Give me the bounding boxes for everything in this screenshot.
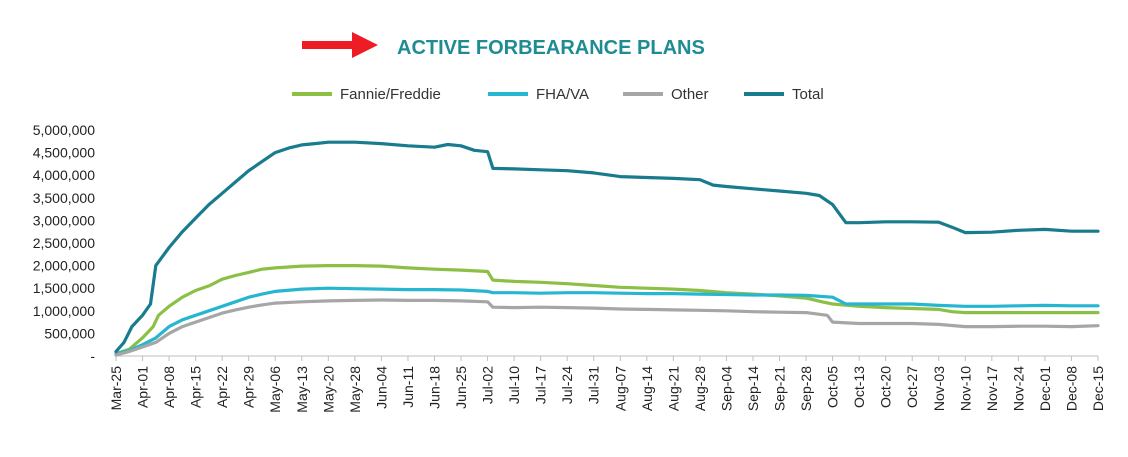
series-line-fha-va — [114, 286, 1100, 356]
x-tick-label: Dec-08 — [1063, 366, 1079, 411]
x-tick-label: Dec-15 — [1090, 366, 1106, 411]
x-tick-label: Jul-10 — [506, 366, 522, 404]
x-tick-label: Apr-01 — [135, 366, 151, 408]
x-tick-label: Sep-14 — [745, 366, 761, 411]
x-tick-label: Nov-03 — [931, 366, 947, 411]
y-tick-label: 5,000,000 — [33, 122, 95, 138]
x-tick-label: Oct-27 — [904, 366, 920, 408]
legend: Fannie/Freddie FHA/VA Other Total — [292, 86, 824, 103]
y-tick-label: 4,500,000 — [33, 145, 95, 161]
series-line-fannie-freddie — [114, 264, 1100, 356]
x-tick-label: May-20 — [320, 366, 336, 413]
chart-title: ACTIVE FORBEARANCE PLANS — [397, 37, 705, 59]
x-tick-label: Nov-24 — [1010, 366, 1026, 411]
x-tick-label: Jul-31 — [586, 366, 602, 404]
x-tick-label: Oct-05 — [825, 366, 841, 408]
x-tick-label: Sep-21 — [772, 366, 788, 411]
x-tick-label: Nov-17 — [984, 366, 1000, 411]
x-tick-label: Sep-04 — [718, 366, 734, 411]
x-tick-label: Jun-25 — [453, 366, 469, 409]
series-group — [114, 140, 1100, 357]
legend-label: FHA/VA — [536, 86, 589, 103]
legend-label: Other — [671, 86, 709, 103]
x-tick-label: Jun-11 — [400, 366, 416, 408]
y-tick-label: 2,500,000 — [33, 235, 95, 251]
x-tick-label: Apr-08 — [161, 366, 177, 408]
series-line-other — [114, 298, 1100, 357]
x-tick-label: Apr-22 — [214, 366, 230, 408]
x-tick-label: Jul-17 — [533, 366, 549, 404]
legend-label: Total — [792, 86, 824, 103]
y-axis: - 500,000 1,000,000 1,500,000 2,000,000 2,500… — [33, 122, 96, 364]
y-tick-label: 4,000,000 — [33, 167, 95, 183]
chart-title-group: ACTIVE FORBEARANCE PLANS — [302, 32, 705, 59]
y-tick-label: 3,000,000 — [33, 212, 95, 228]
y-tick-label: 500,000 — [44, 325, 95, 341]
x-tick-label: Jul-24 — [559, 366, 575, 404]
series-line-total — [114, 140, 1100, 354]
x-tick-label: Nov-10 — [957, 366, 973, 411]
y-tick-label: 1,000,000 — [33, 303, 95, 319]
legend-label: Fannie/Freddie — [340, 86, 441, 103]
x-tick-label: Aug-07 — [612, 366, 628, 411]
x-tick-label: Aug-14 — [639, 366, 655, 411]
x-tick-label: May-06 — [267, 366, 283, 413]
x-tick-label: May-13 — [294, 366, 310, 413]
x-axis: Mar-25 Apr-01 Apr-08 Apr-15 Apr-22 Apr-29 May-… — [108, 356, 1106, 413]
x-tick-label: Mar-25 — [108, 366, 124, 411]
y-tick-label: - — [90, 348, 95, 364]
x-tick-label: Apr-29 — [241, 366, 257, 408]
x-tick-label: May-28 — [347, 366, 363, 413]
x-tick-label: Aug-28 — [692, 366, 708, 411]
x-tick-label: Oct-20 — [878, 366, 894, 408]
y-tick-label: 1,500,000 — [33, 280, 95, 296]
x-tick-label: Apr-15 — [188, 366, 204, 408]
x-tick-label: Sep-28 — [798, 366, 814, 411]
x-tick-label: Oct-13 — [851, 366, 867, 408]
red-arrow-icon — [302, 32, 378, 58]
x-tick-label: Jun-18 — [426, 366, 442, 409]
x-tick-label: Jun-04 — [373, 366, 389, 409]
x-tick-label: Dec-01 — [1037, 366, 1053, 411]
y-tick-label: 2,000,000 — [33, 258, 95, 274]
y-tick-label: 3,500,000 — [33, 190, 95, 206]
x-tick-label: Aug-21 — [665, 366, 681, 411]
x-tick-label: Jul-02 — [480, 366, 496, 404]
